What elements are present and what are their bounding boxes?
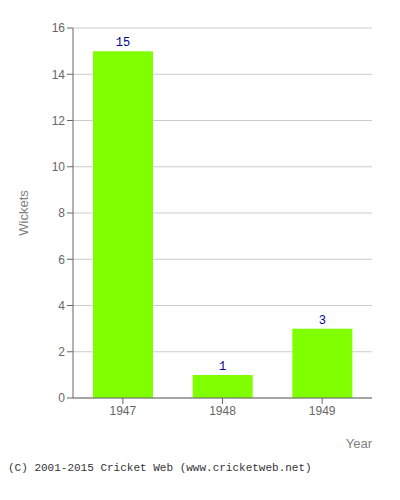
svg-text:Year: Year [346,436,373,451]
svg-text:12: 12 [52,114,66,128]
svg-text:15: 15 [116,36,130,50]
svg-text:10: 10 [52,160,66,174]
svg-text:2: 2 [58,345,65,359]
svg-text:Wickets: Wickets [16,190,31,236]
svg-text:8: 8 [58,206,65,220]
svg-text:1: 1 [219,360,226,374]
svg-text:1949: 1949 [309,404,336,418]
svg-text:6: 6 [58,253,65,267]
svg-text:14: 14 [52,68,66,82]
svg-text:0: 0 [58,391,65,405]
svg-text:1948: 1948 [209,404,236,418]
svg-text:4: 4 [58,299,65,313]
svg-text:16: 16 [52,21,66,35]
svg-text:3: 3 [319,314,326,328]
html-text:(C) 2001-2015 Cricket Web (www: (C) 2001-2015 Cricket Web (www.cricketwe… [8,462,312,474]
svg-text:1947: 1947 [109,404,136,418]
